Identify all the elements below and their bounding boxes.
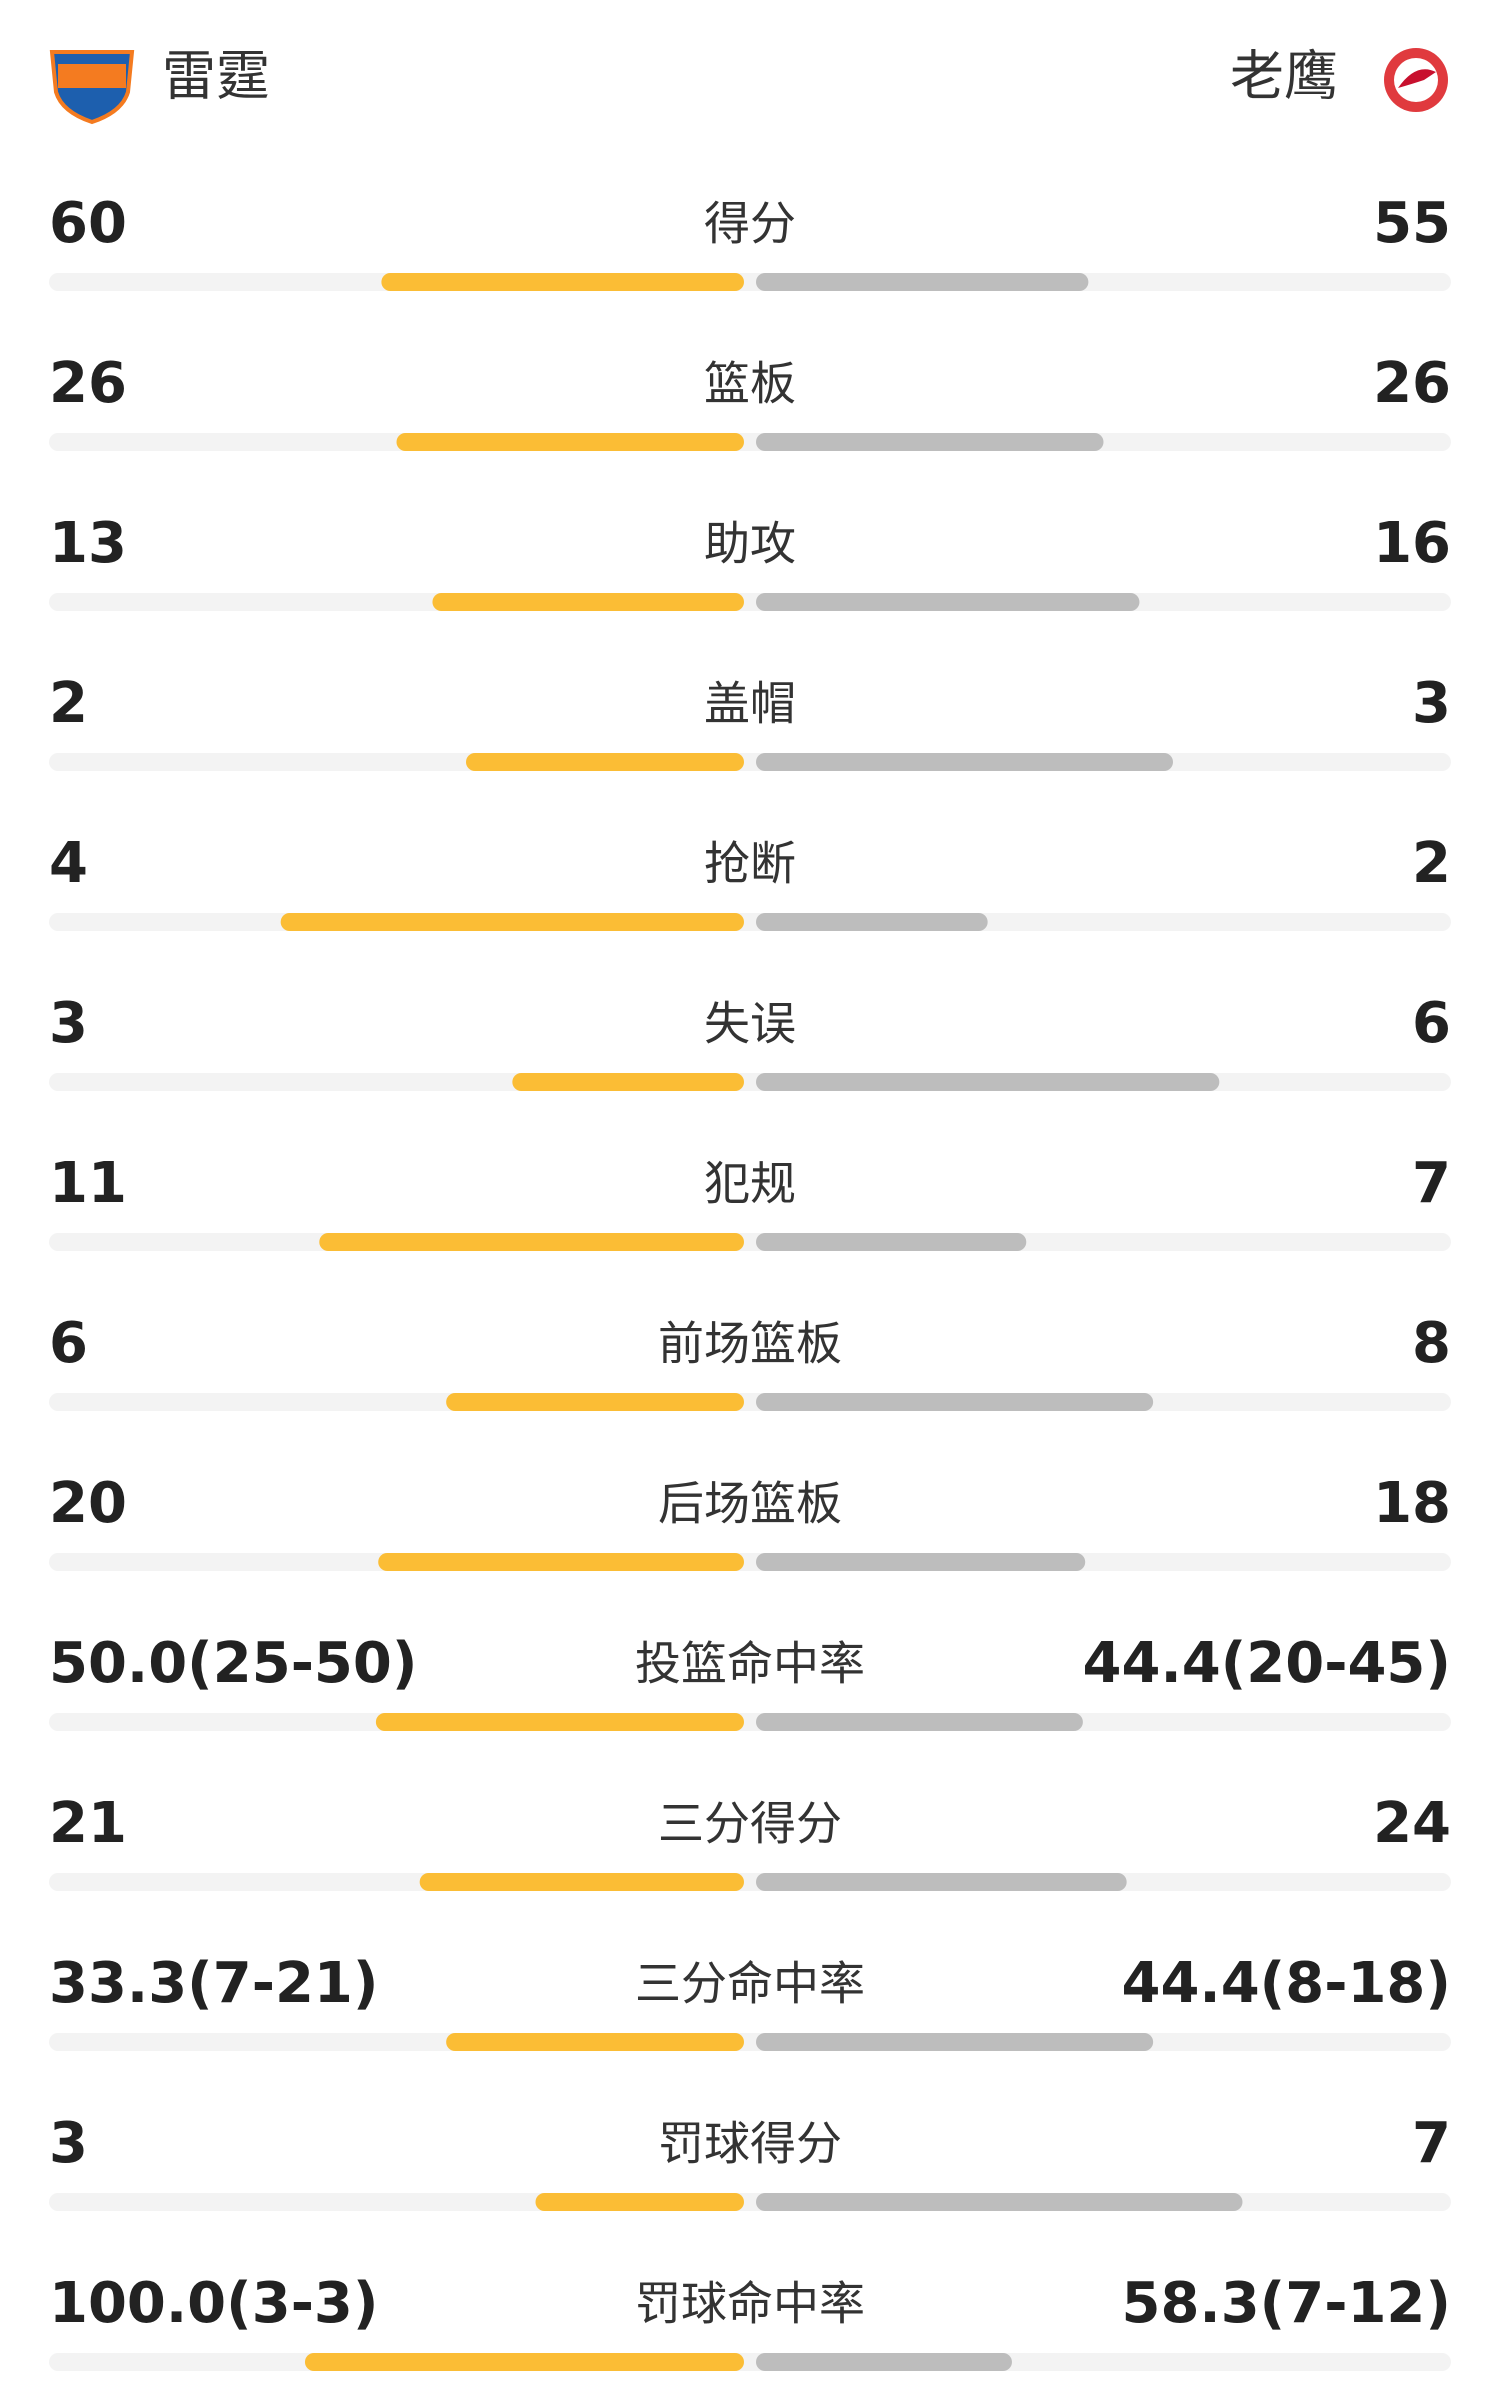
stat-label: 前场篮板 [658, 1317, 842, 1371]
home-value: 3 [49, 2111, 88, 2176]
home-bar [319, 1233, 744, 1251]
bar-track [49, 593, 1451, 611]
home-value: 3 [49, 991, 88, 1056]
bar-track [49, 1713, 1451, 1731]
home-bar [419, 1873, 744, 1891]
home-value: 20 [49, 1471, 127, 1536]
stat-label: 抢断 [704, 837, 796, 891]
bar-track [49, 1553, 1451, 1571]
home-bar [375, 1713, 744, 1731]
away-bar [756, 1393, 1154, 1411]
home-bar [512, 1073, 744, 1091]
stat-label: 罚球得分 [658, 2117, 842, 2171]
away-value: 44.4(20-45) [1083, 1631, 1451, 1696]
away-bar [756, 433, 1104, 451]
away-bar [756, 2193, 1243, 2211]
bar-track [49, 753, 1451, 771]
stat-label: 后场篮板 [658, 1477, 842, 1531]
away-value: 24 [1373, 1791, 1451, 1856]
home-bar [535, 2193, 744, 2211]
away-value: 6 [1412, 991, 1451, 1056]
away-value: 3 [1412, 671, 1451, 736]
away-bar [756, 1553, 1086, 1571]
home-bar [304, 2353, 744, 2371]
stat-label: 篮板 [704, 357, 796, 411]
home-value: 11 [49, 1151, 127, 1216]
stat-label: 三分命中率 [635, 1957, 865, 2011]
home-bar [446, 1393, 744, 1411]
bar-track [49, 2033, 1451, 2051]
stat-label: 三分得分 [658, 1797, 842, 1851]
away-value: 7 [1412, 1151, 1451, 1216]
home-value: 26 [49, 351, 127, 416]
home-bar [432, 593, 744, 611]
away-bar [756, 1873, 1127, 1891]
home-value: 100.0(3-3) [49, 2271, 379, 2336]
home-logo [49, 50, 135, 125]
bar-track [49, 1073, 1451, 1091]
home-value: 6 [49, 1311, 88, 1376]
away-bar [756, 1713, 1083, 1731]
home-value: 60 [49, 191, 127, 256]
bar-track [49, 1393, 1451, 1411]
stat-label: 得分 [704, 197, 796, 251]
away-value: 2 [1412, 831, 1451, 896]
away-value: 18 [1373, 1471, 1451, 1536]
away-value: 58.3(7-12) [1122, 2271, 1452, 2336]
stat-label: 犯规 [704, 1157, 796, 1211]
away-value: 7 [1412, 2111, 1451, 2176]
away-bar [756, 593, 1140, 611]
away-value: 8 [1412, 1311, 1451, 1376]
away-bar [756, 1233, 1027, 1251]
away-value: 16 [1373, 511, 1451, 576]
home-bar [446, 2033, 744, 2051]
away-value: 44.4(8-18) [1122, 1951, 1452, 2016]
bar-track [49, 433, 1451, 451]
home-bar [280, 913, 744, 931]
bar-track [49, 1233, 1451, 1251]
home-value: 50.0(25-50) [49, 1631, 417, 1696]
home-value: 4 [49, 831, 88, 896]
away-team-name: 老鹰 [1230, 45, 1338, 108]
stat-label: 助攻 [704, 517, 796, 571]
stat-label: 失误 [704, 997, 796, 1051]
away-logo [1384, 48, 1448, 112]
home-bar [466, 753, 744, 771]
away-bar [756, 2033, 1154, 2051]
away-bar [756, 273, 1089, 291]
home-value: 21 [49, 1791, 127, 1856]
bar-track [49, 913, 1451, 931]
home-bar [378, 1553, 744, 1571]
stat-label: 罚球命中率 [635, 2277, 865, 2331]
home-bar [381, 273, 744, 291]
away-bar [756, 1073, 1220, 1091]
home-value: 13 [49, 511, 127, 576]
home-value: 2 [49, 671, 88, 736]
bar-track [49, 2353, 1451, 2371]
bar-track [49, 1873, 1451, 1891]
stat-label: 盖帽 [704, 677, 796, 731]
home-team-name: 雷霆 [162, 45, 270, 108]
stat-label: 投篮命中率 [635, 1637, 865, 1691]
home-value: 33.3(7-21) [49, 1951, 379, 2016]
away-value: 26 [1373, 351, 1451, 416]
home-bar [396, 433, 744, 451]
away-value: 55 [1373, 191, 1451, 256]
away-bar [756, 2353, 1012, 2371]
away-bar [756, 913, 988, 931]
bar-track [49, 273, 1451, 291]
away-bar [756, 753, 1173, 771]
